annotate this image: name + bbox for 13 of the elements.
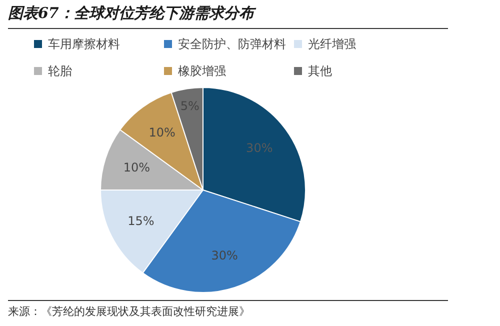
chart-title: 图表67：全球对位芳纶下游需求分布 — [8, 4, 254, 23]
data-label: 30% — [246, 141, 273, 156]
source-note: 来源：《芳纶的发展现状及其表面改性研究进展》 — [8, 304, 250, 319]
legend-label: 其他 — [307, 63, 333, 80]
legend-label: 轮胎 — [47, 63, 73, 80]
data-label: 30% — [211, 248, 238, 262]
data-label: 15% — [128, 214, 154, 228]
data-label: 10% — [123, 160, 150, 175]
legend-label: 安全防护、防弹材料 — [177, 36, 287, 53]
legend-label: 车用摩擦材料 — [47, 36, 121, 53]
data-label: 10% — [148, 126, 176, 140]
legend-label: 橡胶增强 — [177, 63, 227, 80]
legend-label: 光纤增强 — [307, 36, 357, 53]
